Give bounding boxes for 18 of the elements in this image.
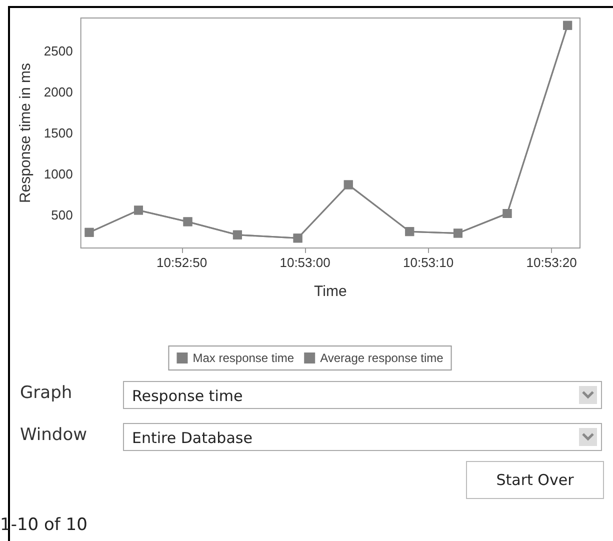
y-axis-title: Response time in ms — [17, 62, 34, 204]
text: Entire Database — [132, 429, 252, 447]
x-axis-title: Time — [314, 283, 347, 300]
y-tick-label: 2500 — [44, 43, 73, 58]
y-tick-label: 1500 — [44, 126, 73, 140]
legend-label: Average response time — [320, 351, 444, 365]
text: Start Over — [466, 461, 604, 499]
legend-label: Max response time — [192, 351, 294, 365]
text: Response time — [132, 387, 243, 405]
x-tick-label: 10:52:50 — [156, 255, 208, 270]
y-tick-label: 2000 — [44, 84, 73, 100]
text: Graph — [20, 383, 72, 403]
x-tick-label: 10:53:10 — [402, 255, 454, 270]
x-tick-label: 10:53:00 — [280, 255, 330, 270]
y-tick-label: 500 — [51, 208, 73, 223]
y-tick-label: 1000 — [44, 166, 73, 182]
x-tick-label: 10:53:20 — [526, 255, 577, 270]
text: Window — [20, 425, 88, 445]
